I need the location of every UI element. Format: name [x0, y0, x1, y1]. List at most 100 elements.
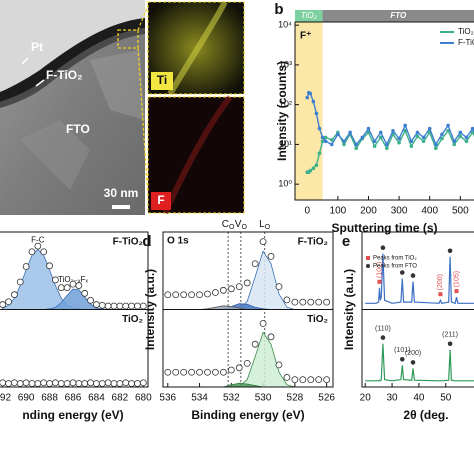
y-tick-label: 10⁰	[278, 179, 292, 189]
data-point	[16, 380, 24, 387]
y-axis-label: Intensity (a.u.)	[342, 269, 356, 350]
data-point	[0, 379, 7, 387]
data-point	[415, 134, 420, 139]
peak-marker	[399, 270, 405, 275]
layer-label: FTO	[390, 11, 407, 20]
data-point	[164, 368, 172, 376]
data-point	[11, 379, 18, 387]
data-point	[307, 376, 315, 384]
data-point	[87, 296, 94, 304]
data-point	[308, 168, 313, 173]
data-point	[212, 289, 219, 296]
data-point	[329, 138, 334, 142]
data-point	[93, 380, 100, 387]
x-tick-label: 0	[304, 206, 310, 217]
tem-label: Pt	[31, 40, 43, 54]
x-tick-label: 526	[318, 393, 335, 404]
data-point	[372, 139, 377, 144]
data-point	[391, 129, 395, 133]
peak-label: (200)	[437, 274, 444, 290]
data-point	[409, 139, 414, 144]
y-tick-label: 10²	[279, 99, 292, 109]
data-point	[275, 283, 283, 291]
data-point	[128, 380, 135, 387]
data-point	[342, 142, 346, 147]
peak-label: (105)	[453, 271, 460, 287]
peak-label: (211)	[442, 332, 458, 339]
data-point	[397, 136, 401, 141]
annotation: F⁺	[300, 31, 311, 42]
data-point	[227, 366, 235, 374]
plot-frame	[294, 21, 474, 201]
data-point	[320, 139, 325, 144]
y-tick-label: 10⁴	[278, 20, 292, 30]
data-point	[235, 283, 243, 291]
data-point	[299, 376, 307, 384]
series-line	[365, 253, 474, 305]
x-tick-label: 688	[41, 393, 58, 404]
plot-frame	[361, 231, 474, 388]
data-point	[122, 379, 130, 387]
plot-frame	[162, 231, 334, 388]
data-point	[122, 302, 130, 310]
plot-frame	[0, 231, 149, 388]
series-line	[306, 91, 474, 147]
peak-marker	[454, 289, 459, 294]
reference-label: CO	[222, 219, 235, 231]
data-point	[116, 380, 124, 387]
peak-marker	[377, 279, 382, 284]
peak-marker	[410, 360, 416, 365]
peak-label: (101)	[394, 347, 410, 354]
data-point	[470, 126, 474, 131]
y-axis-label: Intensity (a.u.)	[143, 269, 157, 350]
x-tick-label: 686	[65, 393, 82, 404]
legend-label: Peaks from FTO	[373, 264, 417, 270]
x-tick-label: 684	[88, 393, 105, 404]
panel-label: TiO₂	[122, 314, 143, 325]
x-tick-label: 400	[421, 206, 438, 217]
data-point	[5, 380, 12, 387]
scale-bar-label: 30 nm	[104, 186, 139, 200]
data-point	[329, 142, 334, 147]
peak-marker	[438, 292, 443, 297]
data-point	[57, 284, 65, 292]
legend-label: F-TiO₂	[458, 38, 474, 47]
data-point	[75, 380, 83, 387]
data-point	[421, 139, 426, 144]
data-point	[305, 95, 310, 100]
x-tick-label: 100	[330, 206, 347, 217]
data-point	[267, 252, 275, 260]
data-point	[196, 368, 203, 376]
data-point	[259, 238, 267, 245]
x-tick-label: 40	[413, 393, 425, 404]
data-point	[22, 379, 30, 387]
x-tick-label: 528	[287, 393, 304, 404]
component-area	[167, 382, 327, 388]
data-point	[311, 166, 316, 171]
data-point	[291, 298, 299, 306]
panel-label: F-TiO₂	[113, 237, 143, 248]
panel-label: TiO₂	[307, 314, 328, 325]
data-point	[458, 130, 463, 135]
data-point	[409, 144, 414, 149]
data-point	[378, 135, 383, 140]
data-point	[63, 380, 71, 387]
data-point	[204, 368, 211, 376]
data-point	[110, 380, 118, 387]
data-point	[283, 374, 291, 381]
legend-label: TiO₂	[458, 27, 474, 36]
layer-band	[322, 10, 474, 22]
data-point	[314, 111, 319, 116]
x-tick-label: 536	[159, 393, 176, 404]
reference-label-sub: O	[241, 224, 247, 231]
data-point	[81, 380, 89, 387]
data-point	[317, 126, 322, 131]
data-point	[464, 139, 469, 144]
data-point	[434, 142, 438, 147]
data-point	[52, 276, 59, 284]
data-point	[212, 368, 219, 376]
data-point	[164, 291, 172, 299]
x-tick-label: 690	[18, 393, 35, 404]
data-point	[397, 140, 401, 145]
